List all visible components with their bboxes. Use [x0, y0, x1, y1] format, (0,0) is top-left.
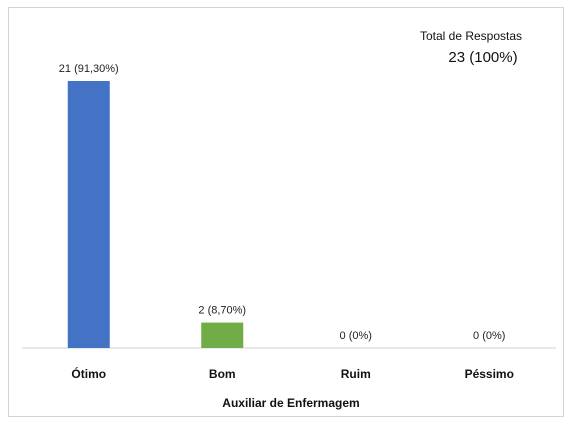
total-responses-label: Total de Respostas: [419, 29, 523, 43]
data-label: 2 (8,70%): [198, 305, 246, 317]
chart-frame: [8, 7, 564, 417]
x-tick-label: Ruim: [341, 367, 371, 381]
x-tick-label: Péssimo: [465, 367, 514, 381]
data-label: 0 (0%): [473, 330, 505, 342]
total-responses-value: 23 (100%): [448, 49, 518, 66]
bar: [201, 322, 244, 348]
x-axis-title: Auxiliar de Enfermagem: [222, 396, 359, 410]
bar: [67, 81, 110, 348]
data-label: 0 (0%): [340, 330, 372, 342]
data-label: 21 (91,30%): [59, 63, 119, 75]
x-tick-label: Ótimo: [71, 366, 106, 381]
x-tick-label: Bom: [209, 367, 236, 381]
